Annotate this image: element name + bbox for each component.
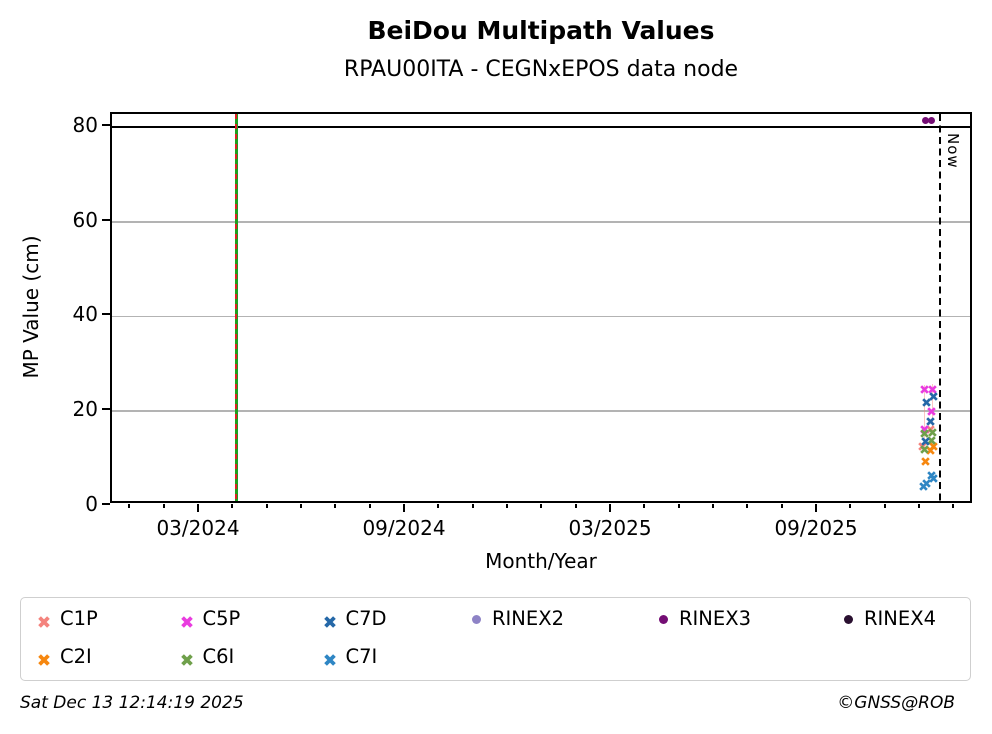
legend-marker-C5P [180, 613, 193, 628]
point-C2I [920, 451, 930, 467]
y-tick-label-40: 40 [72, 302, 98, 327]
credit-text: ©GNSS@ROB [837, 693, 955, 713]
legend-label-C6I: C6I [202, 644, 235, 668]
x-minor-tick [471, 503, 474, 508]
threshold-line-80 [112, 126, 970, 129]
now-line-label: Now [944, 133, 962, 169]
x-major-tick [197, 503, 199, 512]
point-C6I [919, 439, 929, 454]
point-C2I [926, 440, 935, 455]
point-C5P [928, 379, 937, 394]
legend-marker-RINEX3 [658, 614, 668, 624]
x-minor-tick [299, 503, 302, 508]
point-C5P [927, 401, 936, 417]
point-C7I [919, 476, 928, 492]
legend-label-C2I: C2I [60, 644, 92, 668]
x-tick-label: 09/2025 [774, 515, 858, 540]
legend-label-C7D: C7D [345, 607, 387, 630]
x-axis-label: Month/Year [485, 549, 597, 573]
y-tick-20 [102, 407, 110, 410]
x-minor-tick [505, 503, 508, 508]
x-minor-tick [917, 503, 920, 508]
gridline-y60 [112, 221, 970, 223]
point-C6I [928, 422, 937, 437]
x-minor-tick [334, 503, 337, 508]
point-RINEX3 [922, 116, 929, 124]
x-minor-tick [231, 503, 234, 508]
x-minor-tick [265, 503, 268, 508]
legend-label-RINEX2: RINEX2 [492, 607, 564, 630]
x-minor-tick [883, 503, 886, 508]
point-C6I [927, 430, 936, 445]
legend-marker-RINEX2 [471, 614, 481, 624]
legend-marker-C7D [323, 613, 336, 628]
timestamp-text: Sat Dec 13 12:14:19 2025 [20, 693, 244, 713]
x-major-tick [609, 503, 611, 512]
gridline-y20 [112, 410, 970, 412]
chart-subtitle: RPAU00ITA - CEGNxEPOS data node [343, 57, 739, 82]
x-minor-tick [128, 503, 131, 508]
legend-label-RINEX4: RINEX4 [864, 607, 936, 630]
point-RINEX3 [928, 116, 935, 124]
x-tick-label: 03/2025 [568, 515, 652, 540]
y-tick-60 [102, 218, 110, 221]
x-minor-tick [643, 503, 646, 508]
stem-line [923, 384, 926, 442]
stem-line [931, 383, 934, 427]
point-C6I [920, 423, 929, 439]
point-C7I [929, 468, 938, 483]
point-C7D [921, 431, 930, 446]
point-C5P [920, 379, 929, 395]
x-minor-tick [746, 503, 749, 508]
point-C7D [929, 386, 938, 401]
x-minor-tick [780, 503, 783, 508]
y-tick-40 [102, 313, 110, 316]
x-minor-tick [677, 503, 680, 508]
legend-marker-C6I [180, 651, 193, 666]
y-tick-label-0: 0 [85, 491, 98, 516]
legend-marker-C2I [38, 651, 50, 666]
x-minor-tick [162, 503, 165, 508]
legend-label-C7I: C7I [345, 644, 378, 668]
plot-area [110, 112, 972, 503]
x-minor-tick [952, 503, 955, 508]
x-minor-tick [574, 503, 577, 508]
point-C7D [921, 392, 931, 408]
x-minor-tick [437, 503, 440, 508]
x-tick-label: 03/2024 [156, 515, 240, 540]
legend-label-C5P: C5P [202, 607, 241, 630]
chart-title: BeiDou Multipath Values [367, 16, 715, 45]
x-tick-label: 09/2024 [362, 515, 446, 540]
y-tick-label-60: 60 [72, 207, 98, 232]
y-tick-80 [102, 124, 110, 127]
legend-marker-C7I [323, 651, 336, 666]
x-major-tick [403, 503, 405, 512]
legend-box: C1P C5P C7D RINEX2 RINEX3 RINEX4 C2I C6I C7I [20, 597, 971, 681]
x-minor-tick [540, 503, 543, 508]
point-C7D [926, 411, 935, 426]
x-minor-tick [368, 503, 371, 508]
event-line-red-dashes [235, 114, 238, 501]
x-minor-tick [711, 503, 714, 508]
y-tick-0 [102, 502, 110, 505]
legend-label-C1P: C1P [60, 607, 98, 630]
x-major-tick [815, 503, 817, 512]
y-tick-label-80: 80 [72, 113, 98, 138]
y-tick-label-20: 20 [72, 396, 98, 421]
y-axis-label: MP Value (cm) [19, 235, 43, 379]
legend-label-RINEX3: RINEX3 [679, 607, 751, 630]
legend-marker-RINEX4 [843, 614, 853, 624]
now-line [939, 114, 942, 501]
gridline-y40 [112, 315, 970, 318]
x-minor-tick [849, 503, 852, 508]
legend-marker-C1P [38, 613, 50, 628]
